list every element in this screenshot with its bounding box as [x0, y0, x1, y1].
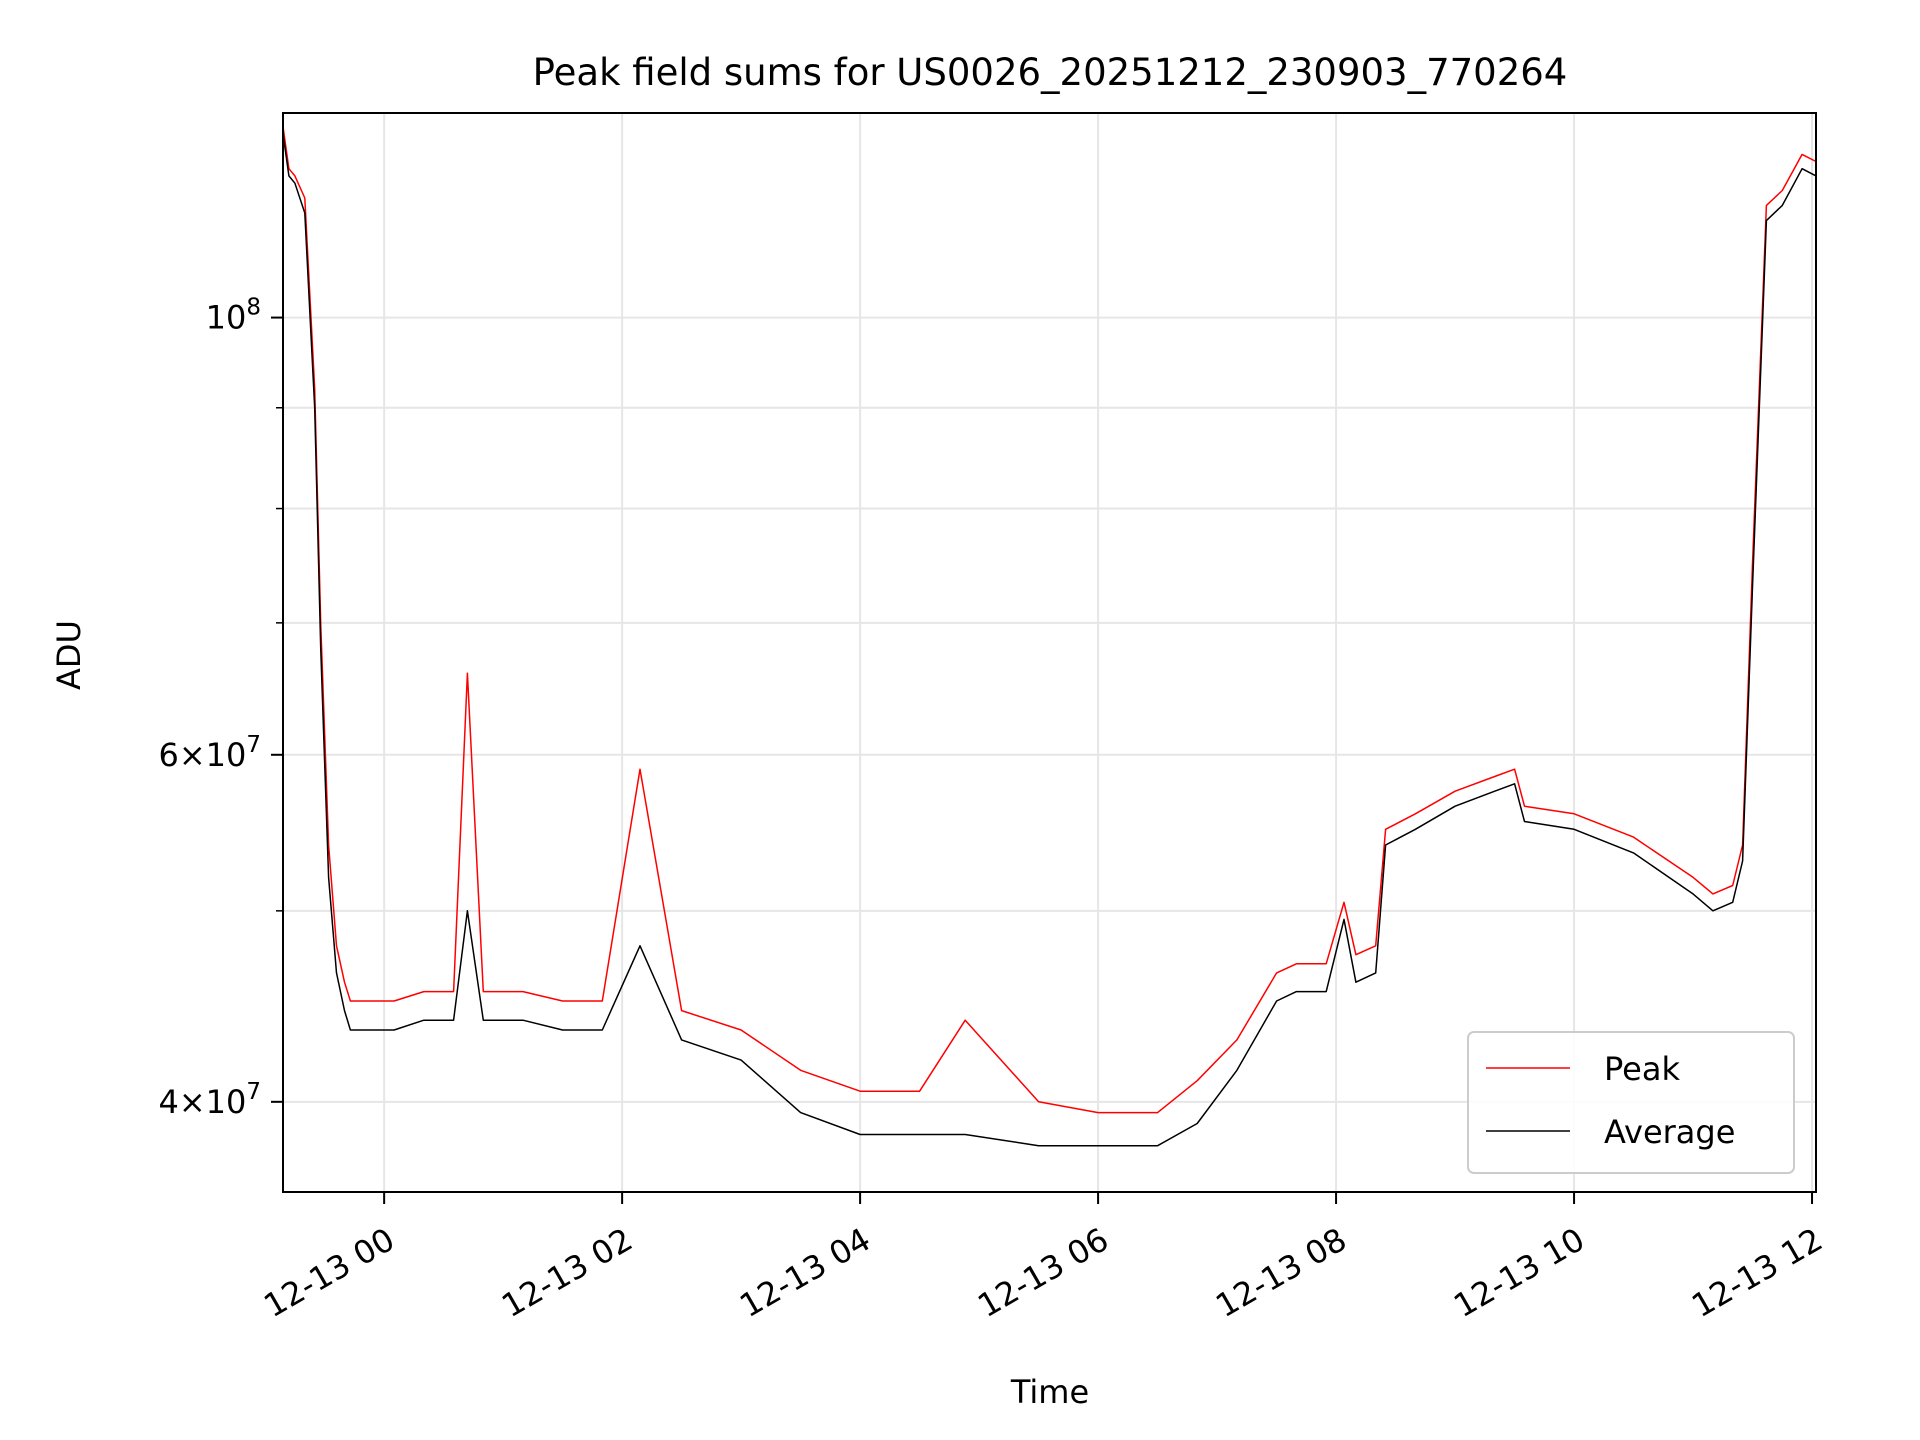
legend-label-average: Average [1604, 1113, 1735, 1151]
chart-title: Peak field sums for US0026_20251212_2309… [533, 51, 1568, 94]
y-tick-label: 108 [206, 295, 261, 337]
y-axis-ticks: 4×107 6×107 108 [158, 295, 283, 1121]
x-axis-label: Time [1010, 1373, 1089, 1411]
y-tick-label: 4×107 [158, 1079, 261, 1121]
y-tick-label: 6×107 [158, 732, 261, 774]
x-gridlines [383, 113, 1814, 1192]
y-gridlines [283, 316, 1816, 1103]
legend-label-peak: Peak [1604, 1050, 1680, 1088]
series-line-peak [282, 126, 1817, 1114]
legend: Peak Average [1467, 1031, 1795, 1174]
plot-area-frame [282, 112, 1817, 1193]
y-axis-label: ADU [50, 620, 88, 690]
series-line-average [282, 133, 1817, 1147]
series-layer [282, 126, 1817, 1147]
